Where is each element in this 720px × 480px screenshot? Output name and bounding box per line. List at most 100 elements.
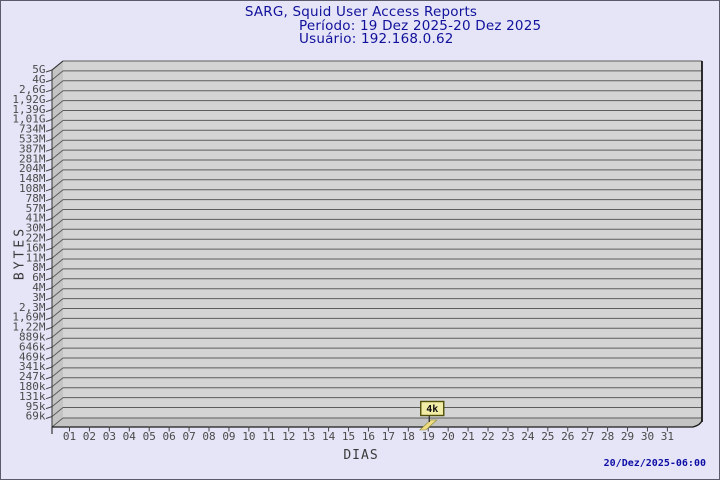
y-axis-tick — [45, 79, 53, 83]
report-period: Período: 19 Dez 2025-20 Dez 2025 — [299, 17, 542, 34]
grid-line-wall-segment — [51, 209, 64, 219]
y-axis-tick — [45, 69, 53, 73]
x-tick-label: 05 — [143, 430, 156, 443]
y-axis-tick — [45, 148, 53, 152]
x-tick-label: 14 — [322, 430, 336, 443]
y-axis-tick — [45, 356, 53, 360]
grid-line-wall-segment — [51, 169, 64, 180]
x-tick-label: 01 — [63, 430, 76, 443]
x-tick-label: 31 — [661, 430, 674, 443]
page-title: SARG, Squid User Access Reports — [244, 4, 478, 20]
x-tick-label: 11 — [262, 430, 275, 443]
grid-line-wall-segment — [51, 288, 64, 299]
y-axis-tick — [45, 178, 53, 182]
y-tick-label: 281M — [19, 152, 46, 165]
grid-line-wall-segment — [51, 149, 64, 160]
y-tick-label: 469k — [19, 350, 46, 363]
x-tick-label: 22 — [481, 430, 494, 443]
x-tick-label: 19 — [422, 430, 435, 443]
y-axis-tick — [45, 406, 53, 410]
y-tick-label: 78M — [26, 192, 46, 205]
x-tick-label: 07 — [182, 430, 195, 443]
y-tick-label: 387M — [19, 142, 46, 155]
grid-line-wall-segment — [51, 397, 64, 407]
grid-line-wall-segment — [51, 129, 64, 140]
x-axis-title: DIAS — [343, 448, 379, 463]
y-tick-label: 533M — [19, 133, 46, 146]
x-tick-label: 13 — [302, 430, 315, 443]
y-tick-label: 1,22M — [12, 321, 45, 334]
y-axis-tick — [45, 317, 53, 320]
x-tick-label: 29 — [621, 430, 634, 443]
report-user: Usuário: 192.168.0.62 — [299, 31, 454, 47]
x-tick-label: 02 — [83, 430, 96, 443]
grid-line-wall-segment — [51, 199, 64, 209]
grid-line-wall-segment — [51, 268, 64, 279]
y-tick-label: 108M — [19, 182, 46, 195]
x-tick-label: 15 — [342, 430, 355, 443]
y-tick-label: 5G — [32, 63, 45, 76]
x-tick-label: 21 — [461, 430, 474, 443]
y-axis-tick — [45, 396, 53, 400]
y-axis-tick — [45, 99, 53, 103]
y-tick-label: 6M — [32, 271, 46, 284]
y-axis-tick — [45, 336, 53, 340]
grid-line-wall-segment — [51, 278, 64, 289]
grid-line-wall-segment — [51, 159, 64, 170]
x-tick-label: 10 — [242, 430, 255, 443]
x-tick-label: 16 — [362, 430, 375, 443]
y-tick-label: 204M — [19, 162, 46, 175]
bar — [418, 419, 438, 431]
y-axis-tick — [45, 158, 53, 162]
grid-line-wall-segment — [51, 387, 64, 398]
y-tick-label: 4M — [32, 281, 46, 294]
x-tick-label: 08 — [202, 430, 215, 443]
grid-line-wall-segment — [51, 228, 64, 239]
y-tick-label: 889k — [19, 331, 46, 344]
y-tick-label: 30M — [26, 222, 46, 235]
y-tick-label: 1,69M — [12, 311, 45, 324]
grid-line-wall-segment — [51, 327, 64, 338]
y-axis-tick — [45, 386, 53, 390]
y-axis-tick — [45, 267, 53, 271]
grid-line-wall-segment — [51, 139, 64, 150]
grid-line-wall-segment — [51, 367, 64, 378]
x-axis-baseline — [52, 420, 703, 428]
x-tick-label: 28 — [601, 430, 614, 443]
grid-line-wall-segment — [51, 407, 64, 417]
y-axis-tick — [45, 297, 53, 301]
x-tick-label: 09 — [222, 430, 235, 443]
y-tick-label: 341k — [19, 360, 46, 373]
y-axis-tick — [45, 138, 53, 142]
grid-line-wall-segment — [51, 90, 64, 101]
y-tick-label: 180k — [19, 380, 46, 393]
y-axis-tick — [45, 128, 53, 132]
x-tick-label: 24 — [521, 430, 535, 443]
y-axis-tick — [45, 109, 53, 113]
x-tick-label: 04 — [123, 430, 137, 443]
y-tick-label: 8M — [32, 261, 46, 274]
grid-line-wall-segment — [51, 337, 64, 348]
x-tick-label: 26 — [561, 430, 574, 443]
grid-line-wall-segment — [51, 308, 64, 318]
grid-line-wall-segment — [51, 179, 64, 190]
y-tick-label: 1,92G — [12, 93, 45, 106]
x-tick-label: 25 — [541, 430, 554, 443]
y-tick-label: 95k — [26, 400, 46, 413]
grid-line-wall-segment — [51, 377, 64, 388]
y-tick-label: 646k — [19, 340, 46, 353]
y-tick-label: 2,3M — [19, 301, 46, 314]
y-axis-tick — [45, 257, 53, 261]
y-axis-tick — [45, 119, 53, 122]
y-tick-label: 16M — [26, 241, 46, 254]
y-tick-label: 4G — [32, 73, 45, 86]
grid-line-wall-segment — [51, 219, 64, 229]
grid-line-wall-segment — [51, 258, 64, 269]
y-tick-label: 734M — [19, 123, 46, 136]
y-axis-tick — [45, 366, 53, 370]
y-axis-tick — [45, 218, 53, 221]
grid-line-wall-segment — [51, 189, 64, 200]
x-tick-label: 23 — [501, 430, 514, 443]
